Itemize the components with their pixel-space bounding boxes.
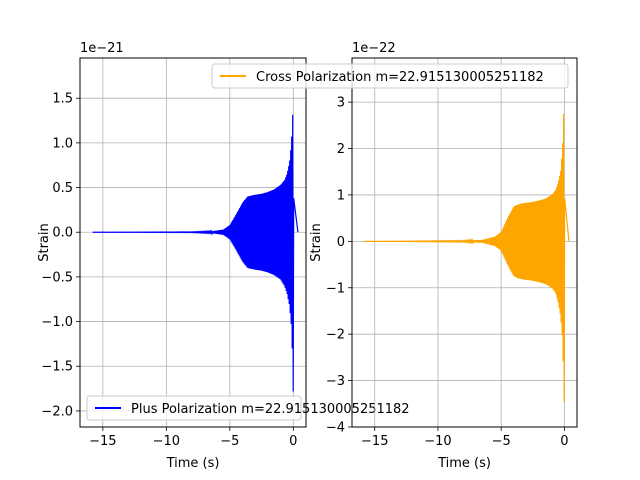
legend-box <box>86 395 302 421</box>
legend-label: Plus Polarization m=22.915130005251182 <box>131 402 410 417</box>
y-tick-label: −1 <box>326 281 345 296</box>
y-tick-label: 0.5 <box>52 181 73 196</box>
y-tick-label: −2.0 <box>41 404 73 419</box>
x-tick-label: 0 <box>289 434 297 449</box>
x-tick-label: −5 <box>220 434 239 449</box>
x-tick-labels: −15 −10 −5 0 <box>89 434 297 449</box>
x-tick-labels: −15 −10 −5 0 <box>361 434 568 449</box>
x-tick-label: 0 <box>560 434 568 449</box>
y-tick-label: 3 <box>337 96 345 111</box>
y-tick-label: −1.0 <box>41 315 73 330</box>
series-line <box>92 114 299 392</box>
y-tick-labels: −2.0 −1.5 −1.0 −0.5 0.0 0.5 1.0 1.5 <box>41 92 73 420</box>
axes-frame <box>351 57 578 428</box>
y-tick-label: 0 <box>337 235 345 250</box>
y-axis-label: Strain <box>309 223 324 262</box>
y-tick-label: −4 <box>326 421 345 436</box>
y-axis-label: Strain <box>37 223 52 262</box>
offset-label: 1e−21 <box>80 41 124 56</box>
y-tick-label: −1.5 <box>41 360 73 375</box>
data-marks <box>364 113 570 402</box>
y-tick-label: −0.5 <box>41 270 73 285</box>
y-tick-label: −3 <box>326 374 345 389</box>
y-tick-label: 1.0 <box>52 136 73 151</box>
tick-marks <box>76 97 294 431</box>
x-axis-label: Time (s) <box>166 456 220 471</box>
x-tick-label: −10 <box>424 434 451 449</box>
y-tick-labels: −4 −3 −2 −1 0 1 2 3 <box>326 96 345 436</box>
legend: Cross Polarization m=22.915130005251182 <box>211 63 569 89</box>
y-tick-label: 2 <box>337 142 345 157</box>
y-tick-label: −2 <box>326 328 345 343</box>
y-tick-label: 0.0 <box>52 226 73 241</box>
legend-label: Cross Polarization m=22.915130005251182 <box>256 70 544 85</box>
y-tick-label: 1.5 <box>52 92 73 107</box>
data-marks <box>92 114 299 392</box>
tick-marks <box>348 101 565 431</box>
x-tick-label: −15 <box>89 434 116 449</box>
x-tick-label: −10 <box>153 434 180 449</box>
x-axis-label: Time (s) <box>437 456 491 471</box>
plus-polarization-subplot: −15 −10 −5 0 −2.0−1.5−1.0−0.50.00.51.01.5 T… <box>37 41 410 471</box>
offset-label: 1e−22 <box>352 41 396 56</box>
series-line <box>364 113 570 402</box>
y-tick-label: 1 <box>337 188 345 203</box>
x-tick-label: −15 <box>361 434 388 449</box>
legend-box <box>211 63 569 89</box>
x-tick-label: −5 <box>492 434 511 449</box>
axes-frame <box>79 57 307 428</box>
legend: Plus Polarization m=22.915130005251182 <box>86 395 410 421</box>
